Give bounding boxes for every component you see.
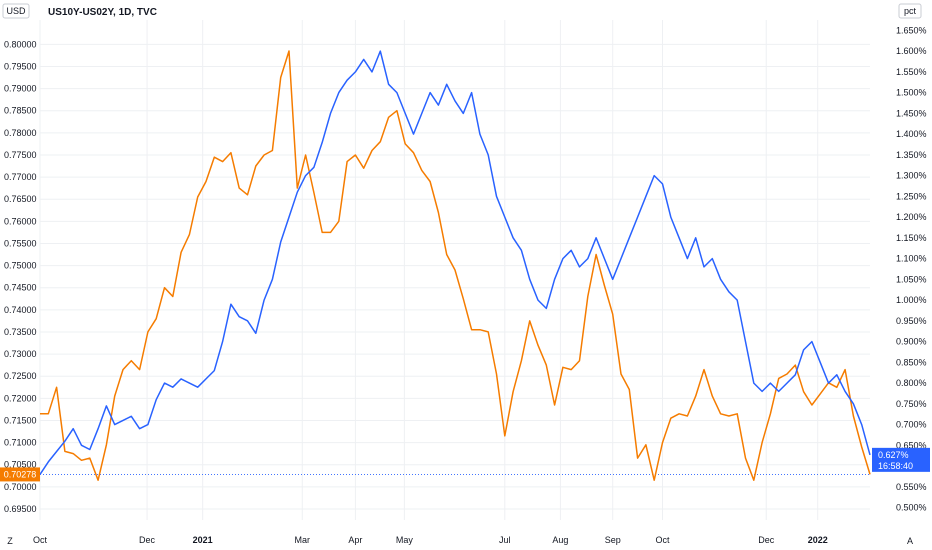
x-tick-label: 2021 [193,535,213,545]
x-tick-label: Aug [552,535,568,545]
right-tick-label: 1.400% [896,129,927,139]
left-tick-label: 0.69500 [4,504,37,514]
right-tick-label: 0.650% [896,440,927,450]
right-tick-label: 1.600% [896,46,927,56]
left-tick-label: 0.78500 [4,106,37,116]
right-tick-label: 1.300% [896,171,927,181]
right-tick-label: 1.500% [896,88,927,98]
right-tick-label: 0.850% [896,357,927,367]
left-tick-label: 0.77500 [4,150,37,160]
right-tick-label: 1.200% [896,212,927,222]
x-tick-label: Sep [605,535,621,545]
left-unit: USD [6,6,26,16]
countdown-text: 16:58:40 [878,461,913,471]
x-tick-label: Apr [348,535,362,545]
left-tick-label: 0.75000 [4,261,37,271]
right-tick-label: 1.350% [896,150,927,160]
right-tick-label: 0.950% [896,316,927,326]
left-unit-badge: USD [2,3,30,19]
left-tick-label: 0.77000 [4,172,37,182]
left-tick-label: 0.71000 [4,438,37,448]
left-tick-label: 0.75500 [4,238,37,248]
right-last-value-text: 0.627% [878,450,909,460]
x-tick-label: Oct [33,535,48,545]
right-tick-label: 1.550% [896,67,927,77]
right-tick-label: 1.000% [896,295,927,305]
left-tick-label: 0.79500 [4,61,37,71]
left-tick-label: 0.76500 [4,194,37,204]
left-tick-label: 0.78000 [4,128,37,138]
left-tick-label: 0.74000 [4,305,37,315]
right-tick-label: 1.050% [896,274,927,284]
right-tick-label: 0.900% [896,337,927,347]
left-last-value-text: 0.70278 [4,469,37,479]
right-tick-label: 1.250% [896,191,927,201]
right-unit: pct [904,6,917,16]
x-tick-label: 2022 [808,535,828,545]
left-tick-label: 0.73000 [4,349,37,359]
right-tick-label: 0.750% [896,399,927,409]
x-tick-label: Dec [758,535,775,545]
right-last-value-tag [872,447,930,472]
right-tick-label: 1.650% [896,25,927,35]
right-tick-label: 1.100% [896,254,927,264]
x-tick-label: Mar [295,535,311,545]
right-tick-label: 0.550% [896,482,927,492]
right-unit-badge: pct [898,3,922,19]
series-line-2 [39,50,871,475]
left-tick-label: 0.80000 [4,39,37,49]
left-tick-label: 0.73500 [4,327,37,337]
right-tick-label: 0.700% [896,420,927,430]
x-tick-label: Oct [655,535,670,545]
left-tick-label: 0.71500 [4,415,37,425]
right-tick-label: 0.500% [896,503,927,513]
left-tick-label: 0.72500 [4,371,37,381]
last-value-tags: 0.70278 0.627%16:58:40 [0,447,930,482]
left-axis: 0.69500 0.70000 0.70500 0.71000 0.71500 0.720… [4,39,37,514]
auto-scale-z[interactable]: Z [7,536,13,546]
left-tick-label: 0.76000 [4,216,37,226]
left-tick-label: 0.72000 [4,393,37,403]
series-layer [39,50,871,481]
x-axis: Oct Dec 2021 Mar Apr May Jul Aug Sep Oct Dec 2022 [33,535,828,545]
x-tick-label: Dec [139,535,156,545]
left-tick-label: 0.70000 [4,482,37,492]
right-tick-label: 1.450% [896,108,927,118]
left-last-value-tag [0,467,40,482]
left-tick-label: 0.70500 [4,460,37,470]
x-tick-label: Jul [499,535,511,545]
right-axis: 0.500%0.550%0.600%0.650%0.700%0.750%0.80… [896,25,927,512]
right-tick-label: 1.150% [896,233,927,243]
left-tick-label: 0.74500 [4,283,37,293]
right-tick-label: 0.800% [896,378,927,388]
x-tick-label: May [396,535,414,545]
chart-title: US10Y-US02Y, 1D, TVC [48,7,157,18]
left-tick-label: 0.79000 [4,84,37,94]
auto-scale-a[interactable]: A [907,536,913,546]
